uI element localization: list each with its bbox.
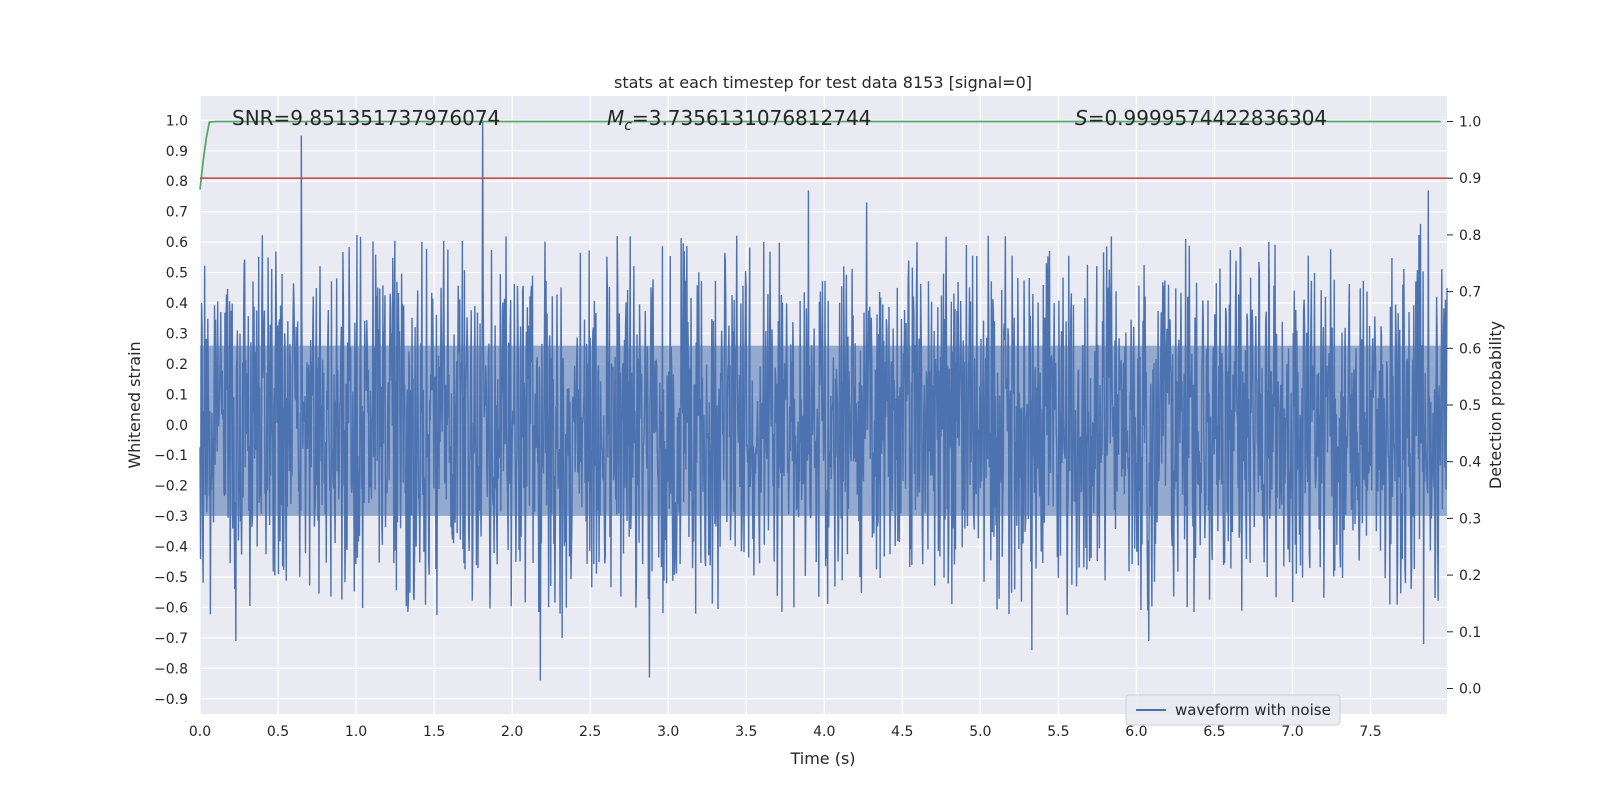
x-tick-label: 5.5 xyxy=(1047,724,1069,740)
y-tick-label-left: −0.3 xyxy=(154,509,188,525)
probability-line xyxy=(199,120,1441,190)
legend-box xyxy=(1125,694,1341,726)
y-tick-label-left: −0.9 xyxy=(154,692,188,708)
x-tick-label: 3.5 xyxy=(735,724,757,740)
y-tick-label-left: −0.4 xyxy=(154,540,188,556)
y-tick-label-right: 0.5 xyxy=(1459,398,1481,414)
y-tick-label-right: 0.9 xyxy=(1459,171,1481,187)
mc-subscript: c xyxy=(624,118,632,134)
snr-annotation: SNR=9.851351737976074 xyxy=(232,106,500,130)
x-tick-label: 1.0 xyxy=(345,724,367,740)
axes: 0.0 0.5 1.0 1.5 2.0 2.5 3.0 3.5 4.0 4.5 5.0 5.5 6.0 6… xyxy=(154,113,1481,740)
y-tick-label-left: 0.3 xyxy=(166,326,188,342)
x-tick-label: 3.0 xyxy=(657,724,679,740)
y-tick-label-left: 0.2 xyxy=(166,357,188,373)
s-annotation: S=0.9999574422836304 xyxy=(1075,106,1327,130)
y-tick-label-right: 1.0 xyxy=(1459,115,1481,131)
mc-symbol: M xyxy=(607,106,624,130)
y-tick-label-left: −0.6 xyxy=(154,600,188,616)
x-tick-label: 0.0 xyxy=(189,724,211,740)
legend: waveform with noise xyxy=(1125,694,1341,726)
y-tick-label-left: 0.7 xyxy=(166,205,188,221)
x-tick-label: 5.0 xyxy=(969,724,991,740)
x-tick-label: 1.5 xyxy=(423,724,445,740)
y-tick-label-left: 0.4 xyxy=(166,296,188,312)
y-tick-label-right: 0.4 xyxy=(1459,455,1481,471)
y-tick-label-left: −0.2 xyxy=(154,479,188,495)
y-axis-label-right: Detection probability xyxy=(1486,321,1505,489)
x-axis-label: Time (s) xyxy=(789,749,855,768)
chart-title: stats at each timestep for test data 815… xyxy=(614,73,1032,92)
waveform-series xyxy=(199,120,1448,681)
y-tick-label-right: 0.2 xyxy=(1459,568,1481,584)
y-tick-label-left: 0.5 xyxy=(166,266,188,282)
y-tick-label-left: 1.0 xyxy=(166,113,188,129)
y-tick-label-right: 0.6 xyxy=(1459,341,1481,357)
legend-label: waveform with noise xyxy=(1175,701,1331,719)
x-tick-label: 7.5 xyxy=(1359,724,1381,740)
x-tick-label: 6.0 xyxy=(1125,724,1147,740)
y-axis-label-left: Whitened strain xyxy=(125,341,144,468)
waveform-core xyxy=(200,345,1447,517)
mc-value: =3.7356131076812744 xyxy=(632,106,871,130)
x-tick-label: 7.0 xyxy=(1281,724,1303,740)
y-tick-label-left: 0.8 xyxy=(166,174,188,190)
y-tick-label-left: −0.1 xyxy=(154,448,188,464)
y-tick-label-right: 0.0 xyxy=(1459,681,1481,697)
x-tick-label: 0.5 xyxy=(267,724,289,740)
y-tick-label-right: 0.8 xyxy=(1459,228,1481,244)
y-tick-label-left: −0.8 xyxy=(154,661,188,677)
mc-annotation: Mc=3.7356131076812744 xyxy=(607,106,871,134)
x-tick-label: 2.0 xyxy=(501,724,523,740)
y-tick-label-right: 0.3 xyxy=(1459,511,1481,527)
y-tick-label-left: −0.5 xyxy=(154,570,188,586)
y-tick-label-left: −0.7 xyxy=(154,631,188,647)
x-tick-label: 4.0 xyxy=(813,724,835,740)
y-tick-label-right: 0.1 xyxy=(1459,625,1481,641)
y-tick-label-right: 0.7 xyxy=(1459,285,1481,301)
y-tick-label-left: 0.6 xyxy=(166,235,188,251)
probability-series xyxy=(199,120,1447,190)
s-value: =0.9999574422836304 xyxy=(1088,106,1327,130)
x-tick-label: 6.5 xyxy=(1203,724,1225,740)
x-tick-label: 2.5 xyxy=(579,724,601,740)
y-tick-label-left: 0.9 xyxy=(166,144,188,160)
s-symbol: S xyxy=(1075,106,1088,130)
y-tick-label-left: 0.0 xyxy=(166,418,188,434)
y-tick-label-left: 0.1 xyxy=(166,387,188,403)
x-tick-label: 4.5 xyxy=(891,724,913,740)
